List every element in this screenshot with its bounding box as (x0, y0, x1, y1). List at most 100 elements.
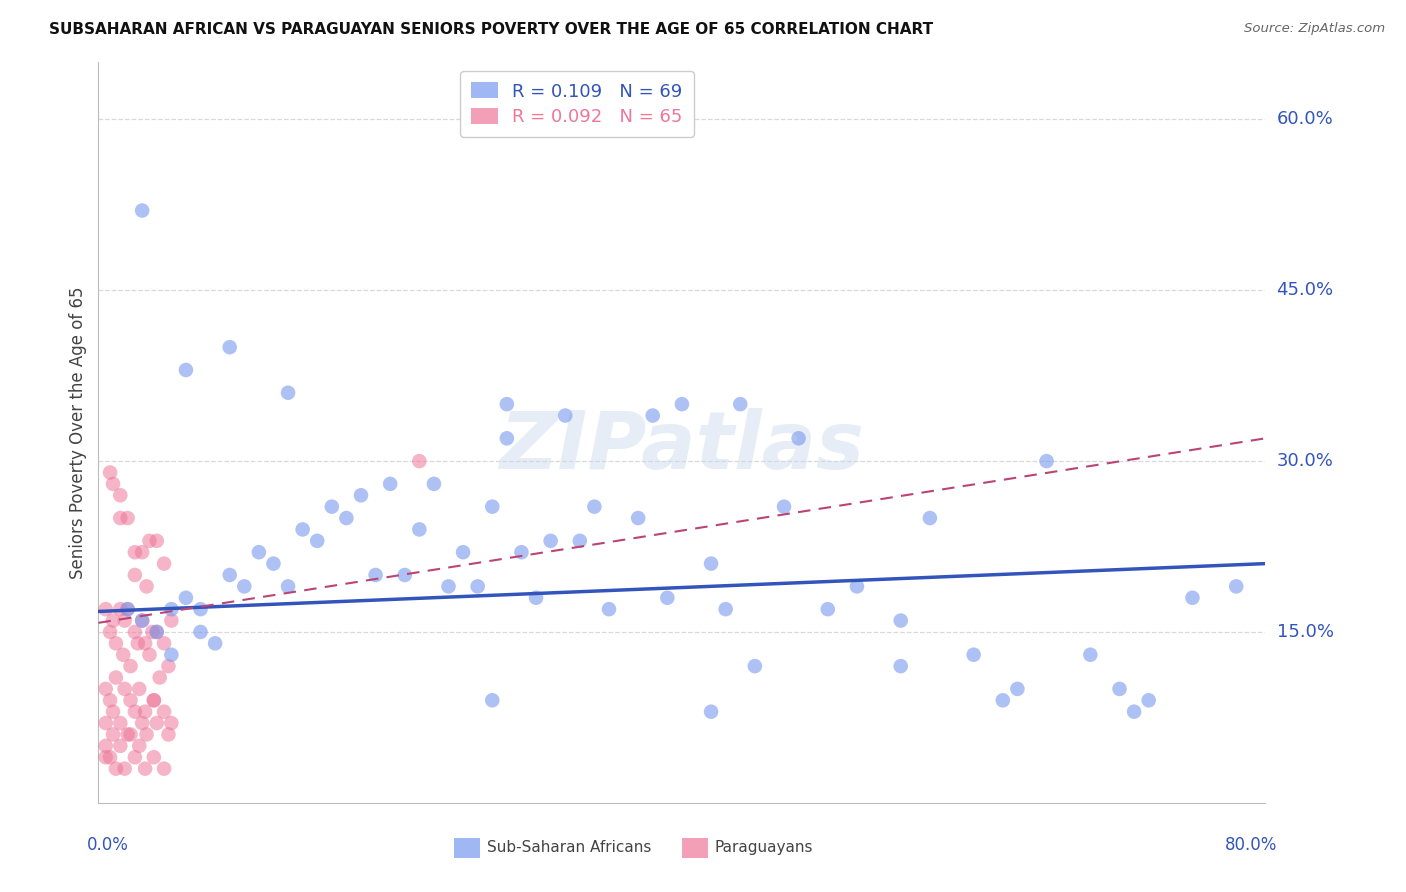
Point (141, 624, 163, 639)
Point (131, 545, 153, 559)
Point (510, 545, 533, 559)
Point (700, 557, 723, 571)
Point (598, 602, 620, 616)
Point (94, 681, 117, 696)
Point (160, 602, 183, 616)
Point (120, 693, 142, 707)
Point (138, 533, 160, 548)
Point (124, 624, 146, 639)
Text: Paraguayans: Paraguayans (714, 840, 813, 855)
Point (94, 750, 117, 764)
Point (408, 454, 430, 468)
Point (110, 488, 132, 502)
Point (496, 397, 519, 411)
Point (817, 602, 839, 616)
Point (481, 500, 503, 514)
Point (773, 500, 796, 514)
Point (291, 523, 314, 537)
Point (394, 568, 416, 582)
Point (104, 762, 127, 776)
Point (1181, 591, 1204, 605)
Point (94, 602, 117, 616)
Point (117, 602, 139, 616)
Point (146, 533, 169, 548)
Point (568, 533, 591, 548)
Point (962, 648, 984, 662)
Point (114, 762, 136, 776)
Point (451, 545, 474, 559)
Text: 60.0%: 60.0% (1277, 111, 1333, 128)
Point (134, 762, 156, 776)
Point (124, 568, 146, 582)
Point (1123, 705, 1146, 719)
Point (262, 557, 284, 571)
Point (134, 636, 156, 650)
Point (1137, 693, 1160, 707)
Point (991, 693, 1014, 707)
Point (321, 500, 343, 514)
Point (98, 466, 121, 480)
Point (101, 727, 124, 741)
Point (160, 648, 183, 662)
Text: ZIPatlas: ZIPatlas (499, 409, 865, 486)
Point (174, 591, 197, 605)
Point (142, 693, 165, 707)
Point (247, 545, 270, 559)
Point (890, 614, 912, 628)
Point (110, 716, 132, 731)
Point (98, 624, 121, 639)
Point (135, 579, 157, 593)
Point (204, 636, 226, 650)
Point (101, 705, 124, 719)
Point (142, 750, 165, 764)
Bar (454, 838, 479, 858)
Point (146, 624, 169, 639)
Point (1035, 454, 1057, 468)
Point (153, 705, 176, 719)
Point (112, 648, 135, 662)
Point (117, 727, 139, 741)
Point (467, 579, 489, 593)
Point (94, 739, 117, 753)
Point (124, 545, 146, 559)
Point (153, 557, 176, 571)
Point (98, 750, 121, 764)
Point (233, 579, 256, 593)
Y-axis label: Seniors Poverty Over the Age of 65: Seniors Poverty Over the Age of 65 (69, 286, 87, 579)
Point (671, 397, 693, 411)
Point (153, 762, 176, 776)
Text: 45.0%: 45.0% (1277, 281, 1334, 299)
Point (380, 476, 402, 491)
Point (307, 533, 329, 548)
Point (218, 568, 240, 582)
Point (114, 614, 136, 628)
Point (117, 511, 139, 525)
Point (627, 511, 650, 525)
Point (128, 739, 150, 753)
Point (138, 648, 160, 662)
Point (423, 476, 446, 491)
Point (524, 591, 547, 605)
Point (134, 705, 156, 719)
Point (131, 716, 153, 731)
Point (335, 511, 357, 525)
Point (1108, 681, 1130, 696)
Point (277, 579, 299, 593)
Point (131, 203, 153, 218)
Point (98, 693, 121, 707)
Point (1007, 681, 1029, 696)
Legend: R = 0.109   N = 69, R = 0.092   N = 65: R = 0.109 N = 69, R = 0.092 N = 65 (460, 71, 693, 136)
Point (277, 385, 299, 400)
Point (846, 579, 869, 593)
Point (1225, 579, 1247, 593)
Point (117, 602, 139, 616)
Point (124, 750, 146, 764)
Point (641, 409, 664, 423)
Text: 0.0%: 0.0% (87, 836, 128, 855)
Point (110, 602, 132, 616)
Point (496, 431, 519, 445)
Point (554, 409, 576, 423)
Point (157, 727, 180, 741)
Point (131, 614, 153, 628)
Point (94, 716, 117, 731)
